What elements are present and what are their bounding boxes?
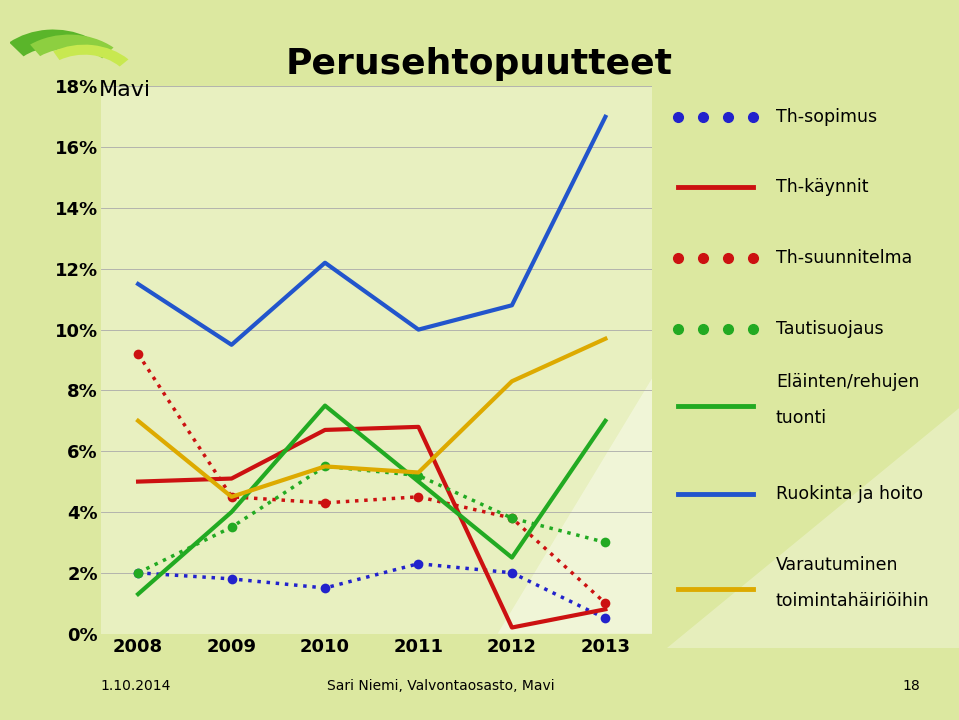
Wedge shape [54, 45, 129, 66]
Text: Tautisuojaus: Tautisuojaus [776, 320, 883, 338]
Text: tuonti: tuonti [776, 409, 827, 427]
Text: Th-sopimus: Th-sopimus [776, 107, 877, 125]
Text: 18: 18 [902, 679, 921, 693]
Text: Eläinten/rehujen: Eläinten/rehujen [776, 373, 920, 391]
Text: Ruokinta ja hoito: Ruokinta ja hoito [776, 485, 923, 503]
Text: Perusehtopuutteet: Perusehtopuutteet [286, 47, 673, 81]
Text: Varautuminen: Varautuminen [776, 556, 899, 575]
Wedge shape [30, 35, 113, 58]
Text: Th-käynnit: Th-käynnit [776, 179, 868, 197]
Text: Mavi: Mavi [100, 80, 152, 100]
Text: Th-suunnitelma: Th-suunnitelma [776, 249, 912, 267]
Text: toimintahäiriöihin: toimintahäiriöihin [776, 592, 929, 610]
Polygon shape [293, 333, 680, 634]
Polygon shape [667, 400, 959, 648]
Text: 1.10.2014: 1.10.2014 [101, 679, 171, 693]
Text: Sari Niemi, Valvontaosasto, Mavi: Sari Niemi, Valvontaosasto, Mavi [327, 679, 555, 693]
Wedge shape [10, 30, 87, 56]
